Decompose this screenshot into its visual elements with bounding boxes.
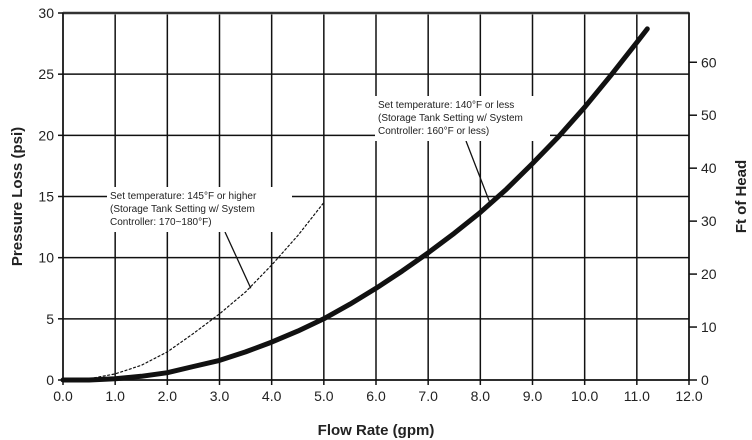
y2-axis-title: Ft of Head (733, 160, 750, 233)
x-tick-label: 9.0 (523, 388, 543, 404)
x-tick-label: 8.0 (471, 388, 491, 404)
x-tick-label: 3.0 (210, 388, 230, 404)
x-tick-label: 4.0 (262, 388, 282, 404)
y-tick-label: 15 (38, 189, 54, 205)
annotation-2: Set temperature: 145°F or higher (Storage… (107, 187, 292, 289)
x-tick-label: 6.0 (366, 388, 386, 404)
x-axis: 0.0 1.0 2.0 3.0 4.0 5.0 6.0 7.0 8.0 9.0 10.0 11.0 12… (53, 380, 703, 404)
y2-tick-label: 0 (701, 372, 709, 388)
y2-tick-label: 40 (701, 160, 717, 176)
x-tick-label: 0.0 (53, 388, 73, 404)
y-axis-title: Pressure Loss (psi) (9, 127, 26, 266)
series-layer (60, 26, 650, 383)
y-axis-right: 0 10 20 30 40 50 60 (689, 54, 717, 388)
series-line-1 (60, 26, 650, 383)
x-tick-label: 5.0 (314, 388, 334, 404)
annotation-text-line: (Storage Tank Setting w/ System (378, 113, 523, 124)
y2-tick-label: 20 (701, 266, 717, 282)
x-axis-title: Flow Rate (gpm) (318, 422, 435, 439)
y2-tick-label: 10 (701, 319, 717, 335)
x-tick-label: 11.0 (624, 388, 650, 404)
y-tick-label: 25 (38, 66, 54, 82)
x-tick-label: 7.0 (418, 388, 438, 404)
annotation-leader (224, 231, 252, 289)
y2-tick-label: 50 (701, 107, 717, 123)
series-line-2 (62, 202, 325, 381)
x-tick-label: 10.0 (571, 388, 598, 404)
y-tick-label: 10 (38, 250, 54, 266)
annotation-text-line: (Storage Tank Setting w/ System (110, 204, 255, 215)
annotation-layer: Set temperature: 140°F or less (Storage T… (107, 96, 550, 289)
y-tick-label: 5 (46, 311, 54, 327)
y-axis-left: 0 5 10 15 20 25 30 (38, 5, 63, 388)
annotation-text-line: Controller: 170~180°F) (110, 217, 212, 228)
x-tick-label: 2.0 (158, 388, 178, 404)
annotation-text-line: Set temperature: 145°F or higher (110, 191, 257, 202)
x-tick-label: 1.0 (105, 388, 125, 404)
annotation-text-line: Set temperature: 140°F or less (378, 100, 514, 111)
y-tick-label: 0 (46, 372, 54, 388)
annotation-1: Set temperature: 140°F or less (Storage T… (375, 96, 550, 206)
x-tick-label: 12.0 (675, 388, 702, 404)
annotation-leader (465, 140, 492, 206)
y2-tick-label: 60 (701, 54, 717, 70)
y2-tick-label: 30 (701, 213, 717, 229)
annotation-text-line: Controller: 160°F or less) (378, 126, 489, 137)
y-tick-label: 20 (38, 127, 54, 143)
annotation-box (107, 187, 292, 232)
annotation-box (375, 96, 550, 141)
y-tick-label: 30 (38, 5, 54, 21)
